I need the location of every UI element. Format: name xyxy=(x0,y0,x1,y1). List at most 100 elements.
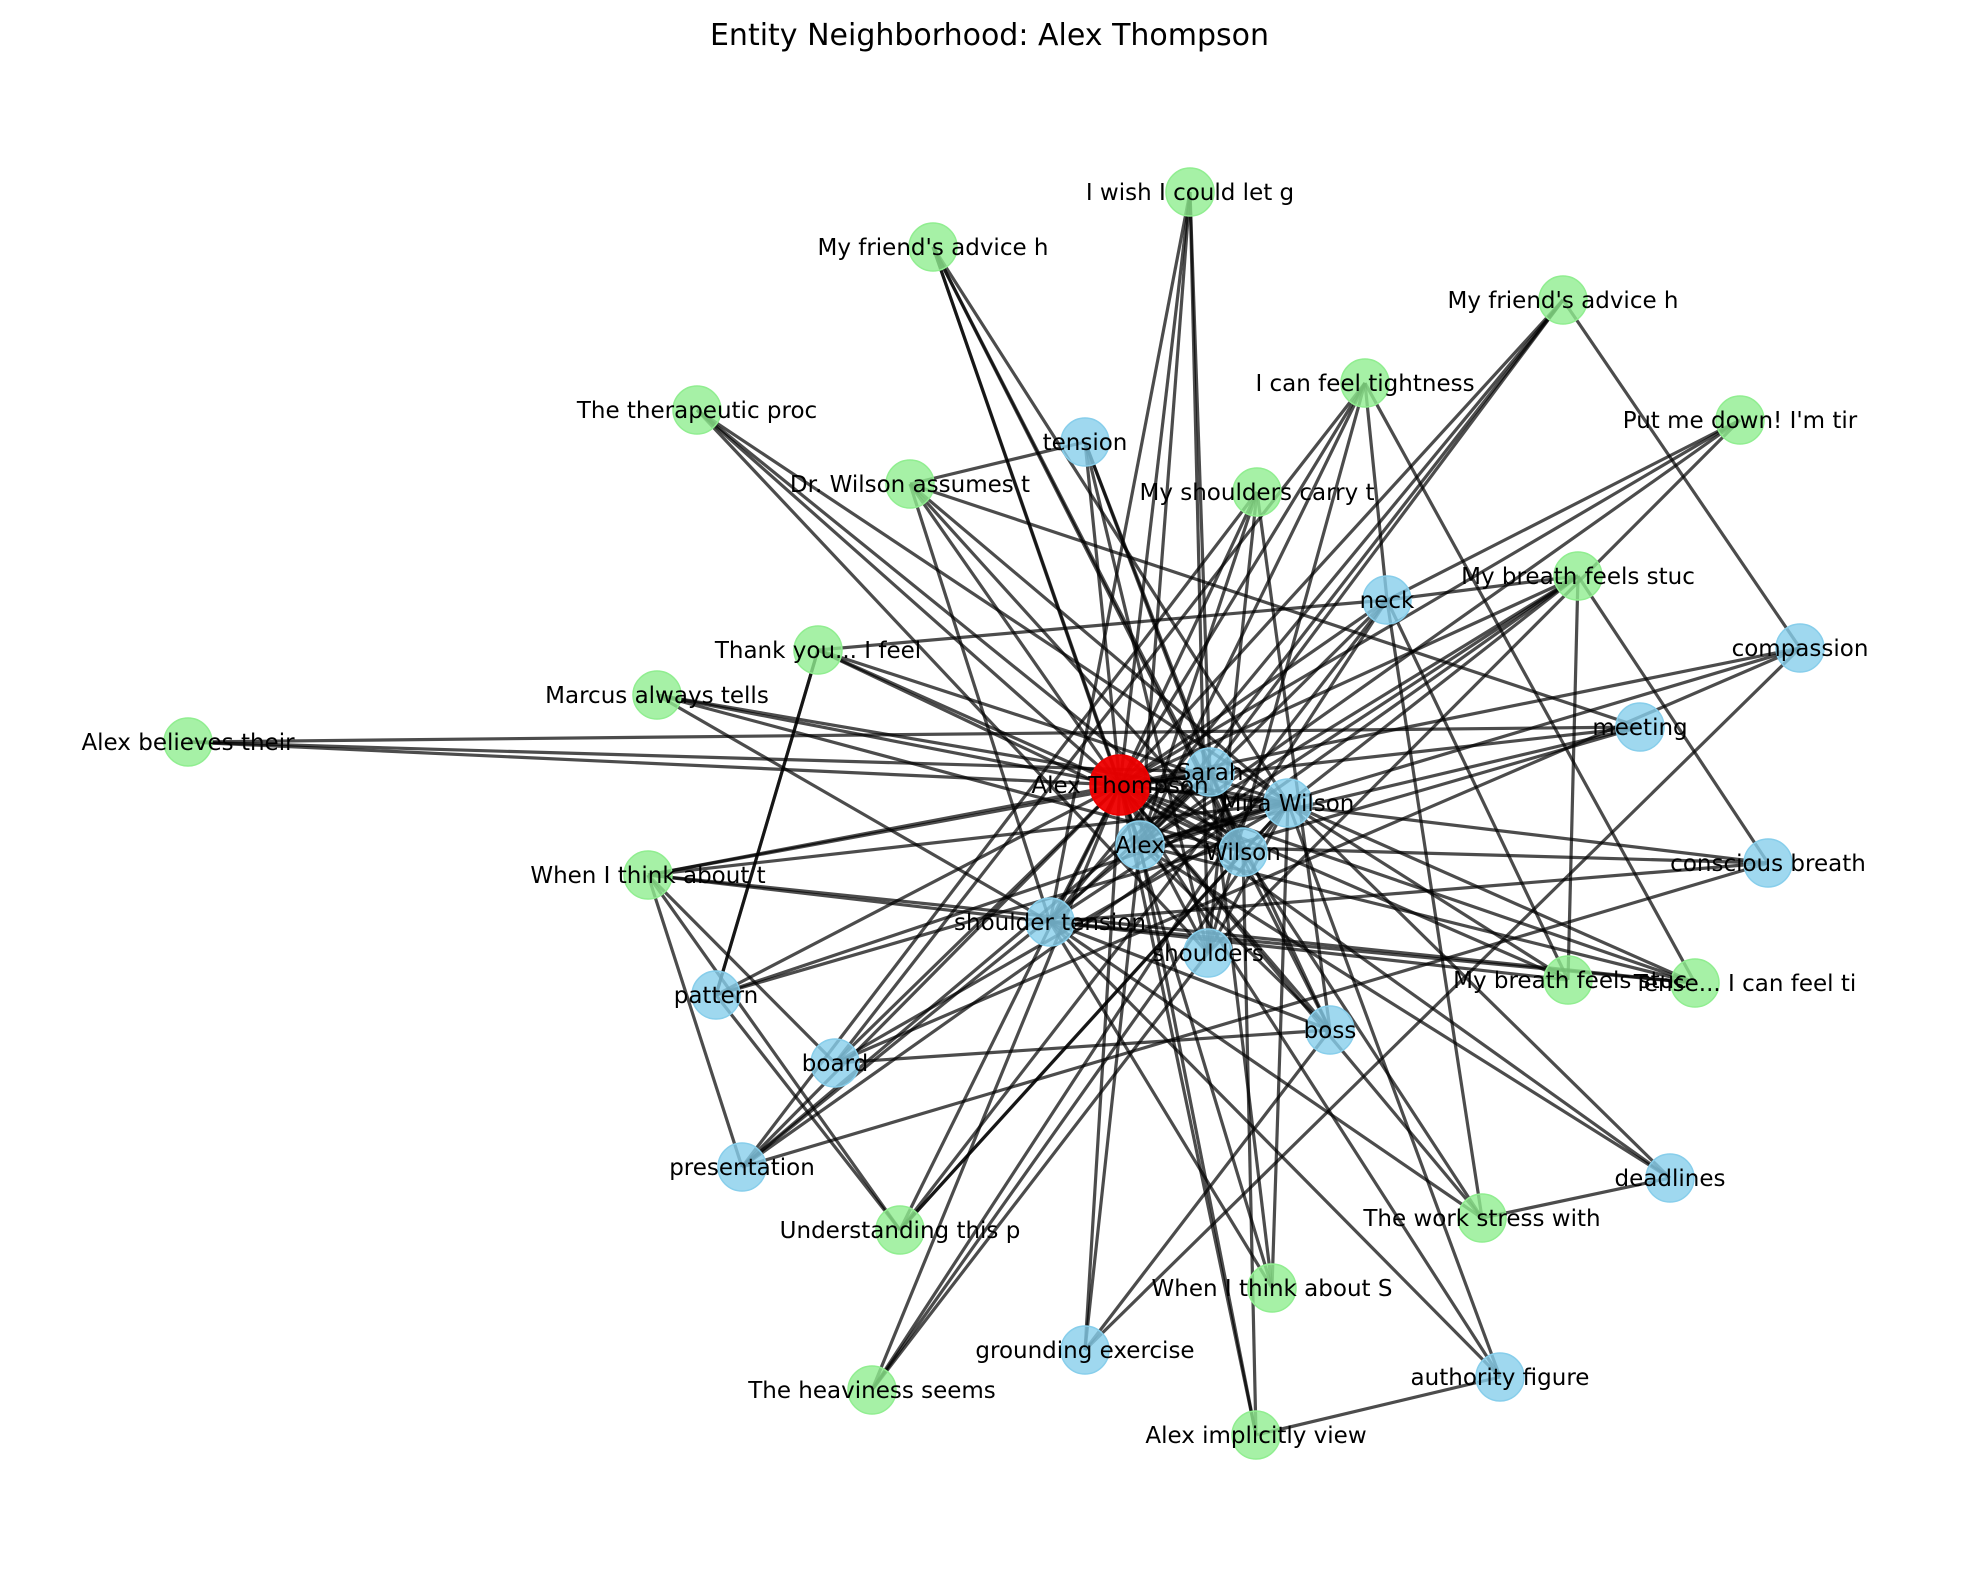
node-mira[interactable] xyxy=(1263,778,1313,828)
node-deadlines[interactable] xyxy=(1645,1153,1695,1203)
edge-shoulders-mira xyxy=(1206,802,1290,954)
edge-compassion-center xyxy=(1119,646,1801,787)
node-label-s-drwilson: Dr. Wilson assumes t xyxy=(790,472,1030,498)
edge-neck-s_workstress xyxy=(1385,599,1484,1219)
edge-s_friend2-center xyxy=(1118,298,1565,787)
node-label-s-think2: When I think about S xyxy=(1152,1276,1393,1302)
node-s-tight1[interactable] xyxy=(1340,358,1390,408)
node-label-authority: authority figure xyxy=(1411,1365,1590,1391)
edge-s_breath1-center xyxy=(1119,574,1579,787)
edge-s_tense-mira xyxy=(1287,801,1696,985)
node-label-meeting: meeting xyxy=(1592,715,1687,741)
node-label-deadlines: deadlines xyxy=(1615,1166,1726,1192)
node-label-s-believes: Alex believes their xyxy=(81,730,295,756)
node-presentation[interactable] xyxy=(717,1142,767,1192)
node-s-think2[interactable] xyxy=(1247,1263,1297,1313)
node-label-shoulders: shoulders xyxy=(1152,941,1264,967)
node-neck[interactable] xyxy=(1362,575,1412,625)
edge-neck-s_breath2 xyxy=(1385,599,1570,981)
edge-deadlines-center xyxy=(1119,783,1671,1180)
node-label-shoulder-tension: shoulder tension xyxy=(954,910,1146,936)
node-label-presentation: presentation xyxy=(669,1155,815,1181)
node-s-drwilson[interactable] xyxy=(885,459,935,509)
node-s-breath2[interactable] xyxy=(1543,955,1593,1005)
node-s-friend2[interactable] xyxy=(1538,275,1588,325)
node-s-think1[interactable] xyxy=(623,850,673,900)
node-label-s-friend1: My friend's advice h xyxy=(817,235,1048,261)
edge-s_tight1-neck xyxy=(1363,382,1389,601)
edge-alex-mira xyxy=(1139,801,1289,847)
edge-s_believes-sarah xyxy=(187,740,1211,774)
edge-s_think1-board xyxy=(646,873,837,1065)
edge-boss-shoulder_tension xyxy=(1049,920,1331,1032)
graph-title: Entity Neighborhood: Alex Thompson xyxy=(710,18,1269,53)
node-label-s-therap: The therapeutic proc xyxy=(576,398,817,424)
edge-neck-s_heavy xyxy=(870,599,1389,1391)
edge-s_workstress-wilson xyxy=(1241,851,1484,1219)
edge-s_friend2-sarah xyxy=(1208,299,1565,773)
edge-boss-sarah xyxy=(1208,771,1332,1031)
node-s-workstress[interactable] xyxy=(1457,1193,1507,1243)
edge-s_shoulders-shoulders xyxy=(1206,491,1259,954)
node-s-therap[interactable] xyxy=(672,385,722,435)
node-compassion[interactable] xyxy=(1775,623,1825,673)
node-shoulders[interactable] xyxy=(1183,928,1233,978)
node-label-grounding: grounding exercise xyxy=(975,1338,1194,1364)
node-label-compassion: compassion xyxy=(1732,636,1869,662)
edge-s_wish-shoulder_tension xyxy=(1048,191,1192,923)
node-shoulder-tension[interactable] xyxy=(1025,897,1075,947)
node-label-s-putme: Put me down! I'm tir xyxy=(1623,408,1858,434)
node-s-putme[interactable] xyxy=(1715,395,1765,445)
node-sarah[interactable] xyxy=(1185,747,1235,797)
edge-s_heavy-shoulders xyxy=(870,952,1210,1391)
node-s-friend1[interactable] xyxy=(908,222,958,272)
edge-pattern-s_thank xyxy=(714,649,820,996)
node-label-center: Alex Thompson xyxy=(1031,773,1208,799)
edge-s_shoulders-center xyxy=(1118,491,1259,786)
node-authority[interactable] xyxy=(1475,1352,1525,1402)
edge-s_heavy-center xyxy=(870,784,1122,1391)
edge-authority-shoulder_tension xyxy=(1048,920,1502,1379)
node-wilson[interactable] xyxy=(1218,827,1268,877)
edge-s_workstress-shoulder_tension xyxy=(1049,920,1483,1220)
node-s-breath1[interactable] xyxy=(1553,551,1603,601)
node-tension[interactable] xyxy=(1060,417,1110,467)
node-board[interactable] xyxy=(810,1038,860,1088)
edge-s_friend1-alex xyxy=(931,246,1142,846)
node-boss[interactable] xyxy=(1305,1005,1355,1055)
node-s-thank[interactable] xyxy=(793,625,843,675)
node-label-boss: boss xyxy=(1304,1018,1357,1044)
node-s-heavy[interactable] xyxy=(847,1365,897,1415)
edge-boss-alex xyxy=(1138,843,1332,1032)
node-s-implicit[interactable] xyxy=(1231,1410,1281,1460)
node-s-wish[interactable] xyxy=(1165,167,1215,217)
node-grounding[interactable] xyxy=(1060,1325,1110,1375)
node-s-tense[interactable] xyxy=(1670,958,1720,1008)
edge-s_drwilson-tension xyxy=(909,440,1086,486)
node-center[interactable] xyxy=(1089,754,1151,816)
edge-s_believes-center xyxy=(187,740,1121,787)
edge-s_think1-s_understand xyxy=(646,874,902,1231)
node-s-believes[interactable] xyxy=(163,717,213,767)
edge-s_drwilson-meeting xyxy=(909,482,1641,729)
node-conscious-breath[interactable] xyxy=(1743,838,1793,888)
node-label-s-shoulders: My shoulders carry t xyxy=(1139,480,1374,506)
edge-s_understand-wilson xyxy=(898,850,1245,1232)
node-s-understand[interactable] xyxy=(875,1205,925,1255)
edge-s_marcus-center xyxy=(656,693,1121,787)
node-meeting[interactable] xyxy=(1615,702,1665,752)
node-s-marcus[interactable] xyxy=(632,670,682,720)
node-label-s-tight1: I can feel tightness xyxy=(1255,371,1474,397)
node-label-sarah: Sarah xyxy=(1177,760,1244,786)
edge-s_breath1-conscious_breath xyxy=(1576,575,1770,864)
node-label-s-breath2: My breath feels stuc xyxy=(1453,968,1687,994)
node-pattern[interactable] xyxy=(691,970,741,1020)
node-alex[interactable] xyxy=(1115,820,1165,870)
edge-authority-center xyxy=(1118,784,1502,1378)
edge-compassion-grounding xyxy=(1083,646,1802,1352)
node-s-shoulders[interactable] xyxy=(1232,467,1282,517)
node-label-board: board xyxy=(802,1051,868,1077)
edge-conscious_breath-presentation xyxy=(741,861,1769,1169)
